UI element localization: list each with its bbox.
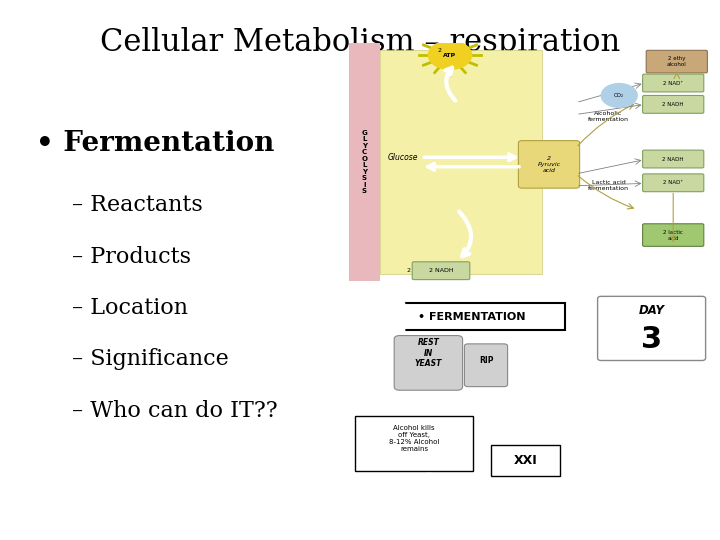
Circle shape (424, 473, 434, 480)
Circle shape (415, 452, 426, 460)
Text: XXI: XXI (514, 454, 537, 467)
Circle shape (485, 509, 493, 515)
FancyArrowPatch shape (445, 68, 455, 100)
FancyBboxPatch shape (395, 335, 463, 390)
Circle shape (449, 476, 459, 483)
Text: Alcoholic
fermentation: Alcoholic fermentation (588, 111, 629, 122)
Text: 2 NADH: 2 NADH (428, 268, 454, 273)
Circle shape (608, 458, 620, 465)
Circle shape (601, 84, 637, 107)
Circle shape (593, 469, 607, 478)
Text: ATP: ATP (444, 52, 456, 58)
FancyBboxPatch shape (412, 262, 470, 280)
FancyBboxPatch shape (354, 413, 402, 432)
Text: +: + (652, 401, 659, 410)
Circle shape (513, 482, 530, 492)
Text: Alcohol kills
off Yeast,
8-12% Alcohol
remains: Alcohol kills off Yeast, 8-12% Alcohol r… (389, 424, 439, 451)
Circle shape (497, 515, 504, 519)
Circle shape (675, 494, 688, 502)
FancyBboxPatch shape (392, 447, 450, 469)
Text: – Location: – Location (72, 297, 188, 319)
Text: DAY: DAY (639, 304, 665, 317)
FancyBboxPatch shape (492, 445, 560, 476)
Text: RIP: RIP (479, 356, 493, 365)
FancyBboxPatch shape (446, 376, 504, 397)
FancyBboxPatch shape (380, 50, 541, 274)
Text: +: + (670, 465, 677, 474)
FancyBboxPatch shape (643, 96, 703, 113)
FancyBboxPatch shape (518, 140, 580, 188)
Text: 2 NADH: 2 NADH (662, 102, 684, 107)
Text: Lactic acid
fermentation: Lactic acid fermentation (588, 180, 629, 191)
FancyBboxPatch shape (643, 174, 703, 192)
FancyBboxPatch shape (378, 303, 565, 329)
Circle shape (669, 511, 682, 519)
Text: • FERMENTATION: • FERMENTATION (418, 312, 526, 321)
Circle shape (521, 456, 537, 466)
Text: +: + (580, 394, 587, 403)
Circle shape (428, 41, 472, 69)
FancyBboxPatch shape (373, 284, 395, 305)
Text: Cellular Metabolism – respiration: Cellular Metabolism – respiration (100, 27, 620, 58)
Circle shape (662, 496, 673, 503)
Text: 2 ethy
alcohol: 2 ethy alcohol (667, 56, 687, 67)
Text: 2 NAD⁺: 2 NAD⁺ (663, 180, 683, 185)
FancyBboxPatch shape (354, 416, 474, 471)
Text: 2
Pyruvic
acid: 2 Pyruvic acid (538, 156, 560, 173)
Circle shape (598, 432, 611, 440)
FancyBboxPatch shape (647, 50, 708, 73)
FancyBboxPatch shape (495, 451, 563, 475)
Text: 2 NADH: 2 NADH (662, 157, 684, 161)
Circle shape (595, 477, 612, 489)
Text: 2 NAD⁺: 2 NAD⁺ (663, 80, 683, 86)
FancyBboxPatch shape (572, 381, 630, 402)
FancyBboxPatch shape (558, 419, 608, 440)
Text: – Significance: – Significance (72, 348, 229, 370)
Text: 3: 3 (641, 325, 662, 354)
Text: – Reactants: – Reactants (72, 194, 203, 217)
Text: REST
IN
YEAST: REST IN YEAST (415, 339, 442, 368)
Text: +: + (616, 410, 623, 420)
FancyBboxPatch shape (643, 150, 703, 168)
Text: G
L
Y
C
O
L
Y
S
I
S: G L Y C O L Y S I S (361, 130, 367, 194)
Text: 2: 2 (437, 48, 441, 53)
Circle shape (662, 502, 674, 510)
Text: Glucose: Glucose (388, 153, 418, 162)
Circle shape (498, 461, 510, 469)
Circle shape (577, 483, 588, 490)
FancyBboxPatch shape (630, 413, 680, 432)
Circle shape (380, 449, 392, 456)
FancyBboxPatch shape (643, 74, 703, 92)
FancyBboxPatch shape (369, 370, 438, 394)
FancyBboxPatch shape (481, 404, 541, 426)
Text: 2 lactic
acid: 2 lactic acid (663, 230, 683, 241)
FancyBboxPatch shape (522, 369, 572, 390)
FancyBboxPatch shape (643, 224, 703, 246)
Text: CO₂: CO₂ (614, 93, 624, 98)
FancyBboxPatch shape (362, 300, 405, 355)
Text: • Fermentation: • Fermentation (36, 130, 274, 157)
Text: – Products: – Products (72, 246, 191, 268)
Text: – Who can do IT??: – Who can do IT?? (72, 400, 278, 422)
FancyBboxPatch shape (464, 344, 508, 387)
FancyArrowPatch shape (459, 212, 471, 256)
Text: 2: 2 (407, 268, 410, 273)
FancyBboxPatch shape (598, 296, 706, 361)
FancyBboxPatch shape (608, 447, 666, 469)
Circle shape (613, 487, 626, 495)
FancyBboxPatch shape (349, 43, 380, 281)
Circle shape (525, 508, 534, 514)
